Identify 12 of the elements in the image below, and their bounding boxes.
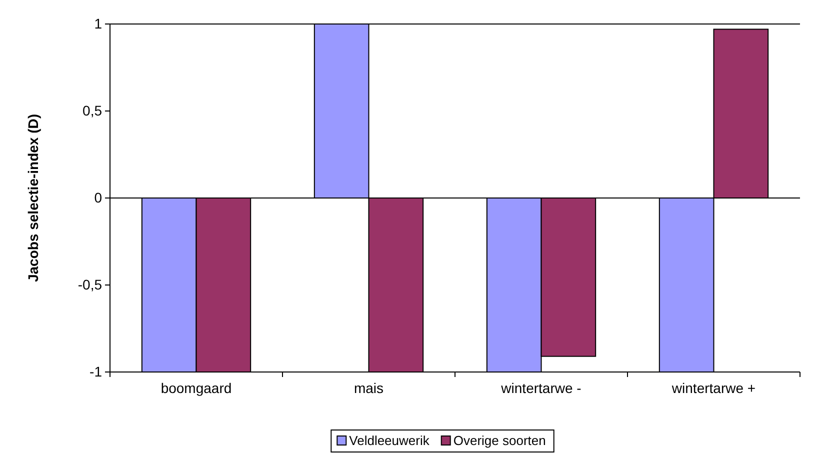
y-tick-label: 0,5 xyxy=(82,102,102,118)
x-tick-label: mais xyxy=(354,380,384,396)
x-tick-label: boomgaard xyxy=(160,380,232,396)
y-tick-label: 1 xyxy=(94,15,102,32)
y-axis-title: Jacobs selectie-index (D) xyxy=(25,114,41,282)
y-tick-label: 0 xyxy=(94,189,102,206)
legend-label: Veldleeuwerik xyxy=(349,433,430,448)
x-tick-label: wintertarwe + xyxy=(670,380,756,396)
y-tick-label: -1 xyxy=(90,363,102,380)
y-tick-label: -0,5 xyxy=(78,276,102,292)
x-tick-label: wintertarwe - xyxy=(500,380,582,396)
legend-label: Overige soorten xyxy=(453,433,546,448)
